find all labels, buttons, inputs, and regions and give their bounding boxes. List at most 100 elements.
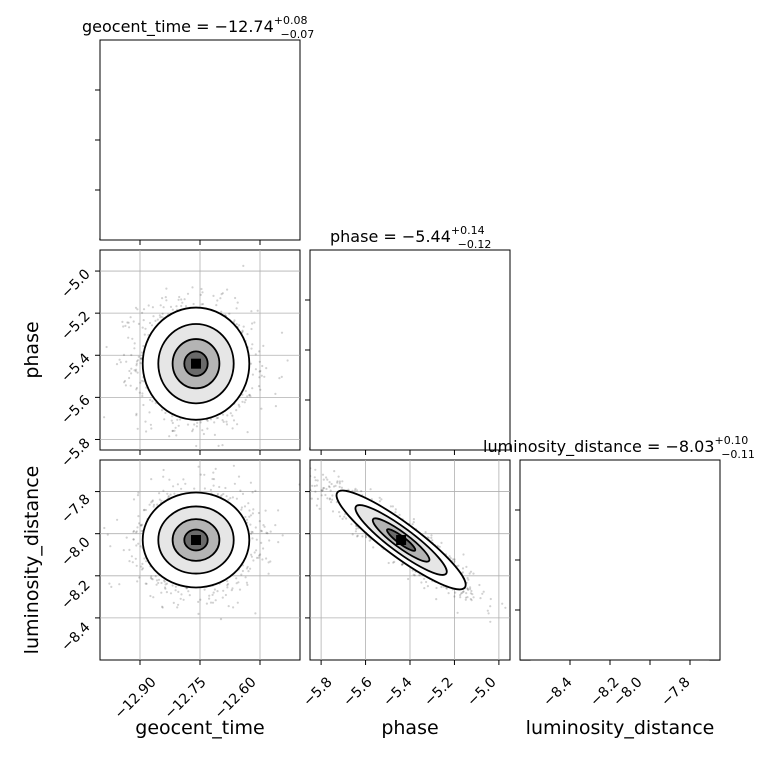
scatter-point (212, 478, 216, 481)
scatter-point (215, 417, 218, 420)
scatter-point (212, 294, 215, 297)
scatter-point (140, 524, 143, 527)
scatter-point (337, 475, 340, 478)
scatter-point (156, 318, 159, 321)
scatter-point (245, 567, 249, 570)
scatter-point (126, 321, 129, 324)
scatter-point (119, 361, 122, 364)
scatter-point (211, 601, 215, 604)
scatter-point (482, 590, 485, 593)
scatter-point (115, 363, 119, 366)
scatter-point (334, 484, 337, 487)
scatter-point (456, 611, 459, 614)
scatter-point (265, 557, 268, 560)
scatter-point (356, 535, 359, 538)
scatter-point (264, 509, 267, 512)
scatter-point (259, 388, 262, 391)
scatter-point (196, 421, 199, 424)
scatter-point (391, 505, 394, 508)
scatter-point (110, 585, 113, 589)
scatter-point (116, 518, 119, 521)
scatter-point (244, 389, 247, 393)
scatter-point (329, 489, 332, 492)
scatter-point (178, 295, 181, 299)
scatter-point (136, 308, 139, 311)
scatter-point (338, 510, 341, 514)
scatter-point (277, 509, 280, 512)
scatter-point (221, 413, 225, 416)
scatter-point (199, 293, 202, 296)
scatter-point (186, 423, 190, 426)
scatter-point (140, 379, 143, 382)
scatter-point (150, 427, 153, 430)
scatter-point (331, 494, 334, 497)
scatter-point (201, 291, 204, 294)
scatter-point (233, 482, 236, 485)
scatter-point (118, 583, 121, 586)
scatter-point (462, 590, 465, 593)
scatter-point (222, 589, 225, 592)
scatter-point (333, 470, 336, 473)
scatter-point (213, 421, 216, 424)
scatter-point (464, 598, 467, 601)
scatter-panel-phase-vs-geocent_time (100, 250, 300, 450)
scatter-point (261, 364, 264, 368)
scatter-point (250, 347, 253, 350)
scatter-point (466, 587, 469, 591)
scatter-point (246, 583, 249, 587)
scatter-point (453, 558, 456, 561)
scatter-point (394, 511, 397, 514)
scatter-point (176, 483, 179, 486)
scatter-point (197, 612, 200, 616)
scatter-point (253, 321, 256, 324)
scatter-point (244, 576, 247, 579)
scatter-point (180, 487, 183, 490)
scatter-point (370, 498, 373, 501)
scatter-point (172, 601, 175, 605)
scatter-point (134, 306, 138, 309)
scatter-point (152, 596, 155, 599)
scatter-point (355, 489, 359, 492)
scatter-point (351, 489, 354, 492)
scatter-point (231, 427, 234, 430)
scatter-point (144, 508, 147, 512)
scatter-point (274, 524, 277, 527)
scatter-point (235, 409, 238, 412)
scatter-point (267, 572, 270, 575)
scatter-point (221, 444, 224, 447)
scatter-point (469, 592, 472, 595)
scatter-point (200, 287, 203, 291)
scatter-point (134, 531, 138, 534)
scatter-point (246, 565, 249, 568)
scatter-point (244, 515, 247, 519)
scatter-point (158, 492, 161, 495)
scatter-point (171, 429, 174, 432)
scatter-point (236, 423, 239, 426)
scatter-point (195, 444, 198, 448)
scatter-point (177, 590, 180, 594)
contour-line (141, 491, 251, 589)
scatter-point (424, 531, 427, 534)
scatter-point (468, 572, 471, 575)
scatter-point (469, 570, 473, 573)
scatter-point (241, 330, 244, 333)
scatter-point (135, 388, 138, 391)
scatter-point (343, 515, 346, 518)
scatter-point (254, 526, 257, 529)
y-axis-label-luminosity-distance: luminosity_distance (21, 466, 43, 655)
scatter-point (251, 537, 254, 540)
scatter-point (262, 524, 265, 527)
scatter-point (164, 587, 167, 590)
scatter-point (151, 499, 154, 502)
scatter-point (212, 471, 215, 474)
scatter-point (169, 305, 173, 308)
scatter-point (145, 430, 148, 433)
scatter-point (470, 599, 473, 602)
scatter-point (236, 301, 239, 304)
scatter-point (250, 532, 253, 535)
scatter-point (332, 485, 336, 488)
scatter-point (144, 327, 147, 330)
scatter-point (372, 546, 375, 549)
scatter-point (394, 508, 397, 511)
scatter-point (137, 355, 140, 358)
